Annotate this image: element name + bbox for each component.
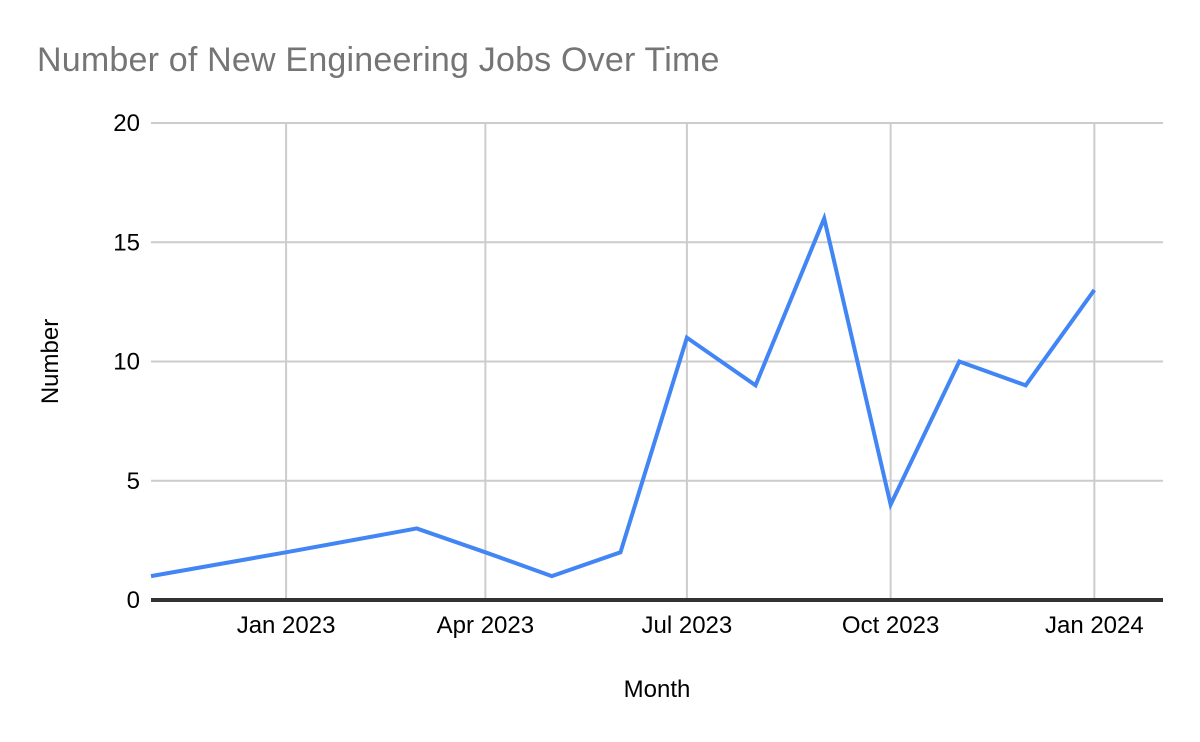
y-tick-label: 10 — [113, 349, 140, 376]
y-tick-label: 20 — [113, 110, 140, 137]
chart-title: Number of New Engineering Jobs Over Time — [37, 41, 720, 79]
x-tick-label: Jan 2024 — [1045, 612, 1144, 639]
x-tick-label: Oct 2023 — [842, 612, 939, 639]
x-tick-label: Apr 2023 — [437, 612, 534, 639]
data-series-line — [150, 211, 1096, 579]
y-tick-label: 15 — [113, 229, 140, 256]
x-tick-label: Jul 2023 — [642, 612, 733, 639]
y-tick-label: 5 — [127, 468, 140, 495]
x-tick-label: Jan 2023 — [237, 612, 336, 639]
y-axis-title: Number — [37, 319, 64, 404]
y-tick-label: 0 — [127, 587, 140, 614]
x-axis-title: Month — [624, 676, 691, 703]
